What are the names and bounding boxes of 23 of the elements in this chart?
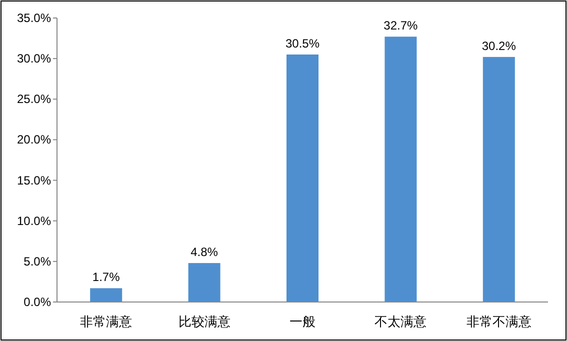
y-tick-label: 30.0% [16, 52, 52, 66]
data-label: 30.5% [285, 36, 320, 51]
bar [286, 54, 318, 302]
bar [384, 36, 417, 302]
x-tick-label: 比较满意 [178, 314, 230, 329]
y-tick-label: 15.0% [16, 173, 52, 188]
x-tick-label: 非常不满意 [466, 314, 532, 329]
bar [482, 56, 515, 302]
y-tick-label: 20.0% [16, 132, 52, 147]
y-tick-label: 35.0% [16, 11, 52, 25]
data-label: 32.7% [384, 18, 418, 33]
data-label: 4.8% [190, 245, 218, 260]
bar [188, 263, 220, 302]
y-tick-label: 10.0% [16, 214, 52, 228]
data-label: 30.2% [482, 38, 516, 53]
y-tick-label: 5.0% [24, 254, 52, 268]
x-tick-label: 非常满意 [80, 314, 132, 329]
y-tick-label: 25.0% [16, 92, 52, 106]
data-label: 1.7% [92, 270, 120, 284]
x-tick-label: 不太满意 [374, 314, 427, 329]
bar [90, 288, 122, 302]
x-tick-label: 一般 [290, 314, 316, 329]
y-tick-label: 0.0% [24, 295, 52, 309]
